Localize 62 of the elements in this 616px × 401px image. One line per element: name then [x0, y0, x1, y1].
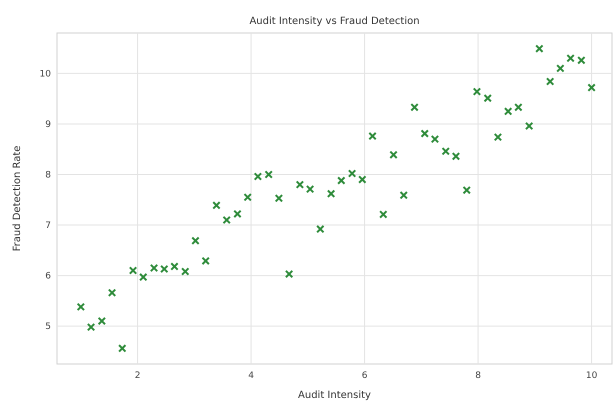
point [139, 272, 148, 282]
point [379, 210, 388, 219]
point [462, 186, 471, 194]
point [514, 103, 523, 112]
point [118, 344, 126, 353]
point [484, 94, 492, 102]
x-tick-label: 2 [134, 371, 140, 381]
point [296, 180, 304, 189]
point [535, 44, 544, 53]
point [316, 224, 325, 234]
point [577, 56, 586, 64]
y-tick-label: 9 [45, 120, 52, 130]
x-tick-label: 6 [362, 371, 368, 381]
y-tick-label: 6 [45, 272, 52, 282]
y-tick-label: 10 [40, 70, 52, 80]
point [243, 193, 252, 202]
point [556, 64, 565, 73]
y-tick-label: 8 [45, 170, 52, 181]
point [108, 288, 116, 297]
point [546, 77, 554, 86]
point [472, 87, 482, 96]
point [264, 170, 273, 179]
point [254, 172, 262, 181]
point [76, 302, 86, 312]
point [191, 236, 200, 245]
point [420, 129, 429, 138]
x-axis-title: Audit Intensity [298, 390, 372, 401]
point [358, 175, 367, 184]
point [442, 147, 450, 156]
point [233, 210, 242, 218]
point [98, 316, 106, 326]
point [452, 152, 460, 161]
point [326, 190, 336, 198]
point [566, 54, 575, 62]
chart-title: Audit Intensity vs Fraud Detection [249, 16, 420, 27]
x-tick-label: 10 [586, 371, 598, 381]
point [86, 322, 96, 332]
x-tick-label: 8 [475, 371, 482, 381]
x-tick-label: 4 [248, 371, 254, 381]
point [306, 184, 314, 194]
y-tick-label: 7 [45, 221, 51, 232]
point [337, 176, 346, 185]
point [368, 132, 377, 140]
y-axis-title: Fraud Detection Rate [12, 146, 23, 252]
point [274, 194, 284, 202]
point [400, 191, 408, 200]
point [524, 122, 534, 130]
point [181, 267, 190, 276]
point [201, 256, 210, 266]
y-tick-label: 5 [45, 322, 51, 332]
point [587, 83, 596, 92]
point [410, 103, 419, 112]
point [494, 132, 502, 142]
point [284, 270, 294, 278]
point [128, 266, 138, 275]
point [430, 134, 440, 144]
point [504, 107, 512, 116]
point [170, 262, 179, 271]
point [212, 201, 221, 210]
point [389, 150, 398, 159]
point [222, 216, 231, 224]
point [348, 169, 356, 178]
